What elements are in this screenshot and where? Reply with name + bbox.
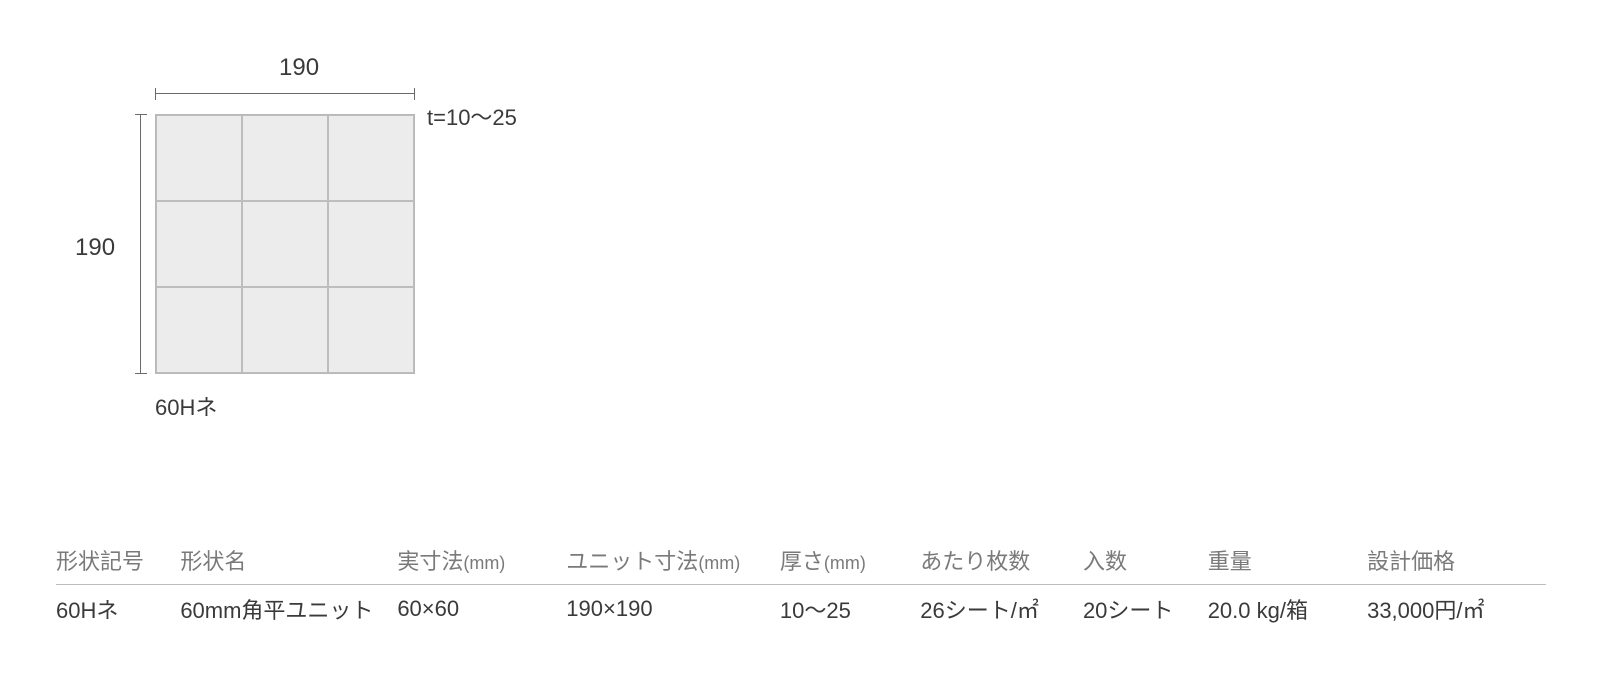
col-header-actual: 実寸法(mm) xyxy=(397,536,566,585)
cell-price: 33,000円/㎡ xyxy=(1367,585,1546,634)
cell-actual: 60×60 xyxy=(397,585,566,634)
tile-cell xyxy=(156,115,242,201)
tile-diagram: 190 t=10〜25 190 60Hネ xyxy=(75,54,595,484)
dimension-height-label: 190 xyxy=(75,234,115,262)
dimension-width-label: 190 xyxy=(279,54,319,82)
cell-unit: 190×190 xyxy=(566,585,780,634)
cell-name: 60mm角平ユニット xyxy=(180,585,397,634)
col-header-thick: 厚さ(mm) xyxy=(780,536,920,585)
cell-qty: 20シート xyxy=(1083,585,1208,634)
tile-cell xyxy=(242,115,328,201)
tile-cell xyxy=(328,287,414,373)
col-header-unit: ユニット寸法(mm) xyxy=(566,536,780,585)
col-header-price: 設計価格 xyxy=(1367,536,1546,585)
dimension-width-bar xyxy=(155,88,415,100)
col-header-code: 形状記号 xyxy=(56,536,180,585)
cell-code: 60Hネ xyxy=(56,585,180,634)
col-header-per: あたり枚数 xyxy=(920,536,1083,585)
cell-per: 26シート/㎡ xyxy=(920,585,1083,634)
tile-grid xyxy=(155,114,415,374)
tile-cell xyxy=(328,115,414,201)
product-code-label: 60Hネ xyxy=(155,390,217,422)
dimension-height-bar xyxy=(135,114,147,374)
tile-cell xyxy=(242,287,328,373)
table-header-row: 形状記号 形状名 実寸法(mm) ユニット寸法(mm) 厚さ(mm) あたり枚数… xyxy=(56,536,1546,585)
spec-table: 形状記号 形状名 実寸法(mm) ユニット寸法(mm) 厚さ(mm) あたり枚数… xyxy=(56,536,1546,633)
cell-thick: 10〜25 xyxy=(780,585,920,634)
col-header-wt: 重量 xyxy=(1208,536,1367,585)
tile-cell xyxy=(242,201,328,287)
tile-cell xyxy=(328,201,414,287)
col-header-name: 形状名 xyxy=(180,536,397,585)
tile-cell xyxy=(156,287,242,373)
col-header-qty: 入数 xyxy=(1083,536,1208,585)
table-row: 60Hネ 60mm角平ユニット 60×60 190×190 10〜25 26シー… xyxy=(56,585,1546,634)
thickness-label: t=10〜25 xyxy=(427,100,517,132)
cell-wt: 20.0 kg/箱 xyxy=(1208,585,1367,634)
tile-cell xyxy=(156,201,242,287)
